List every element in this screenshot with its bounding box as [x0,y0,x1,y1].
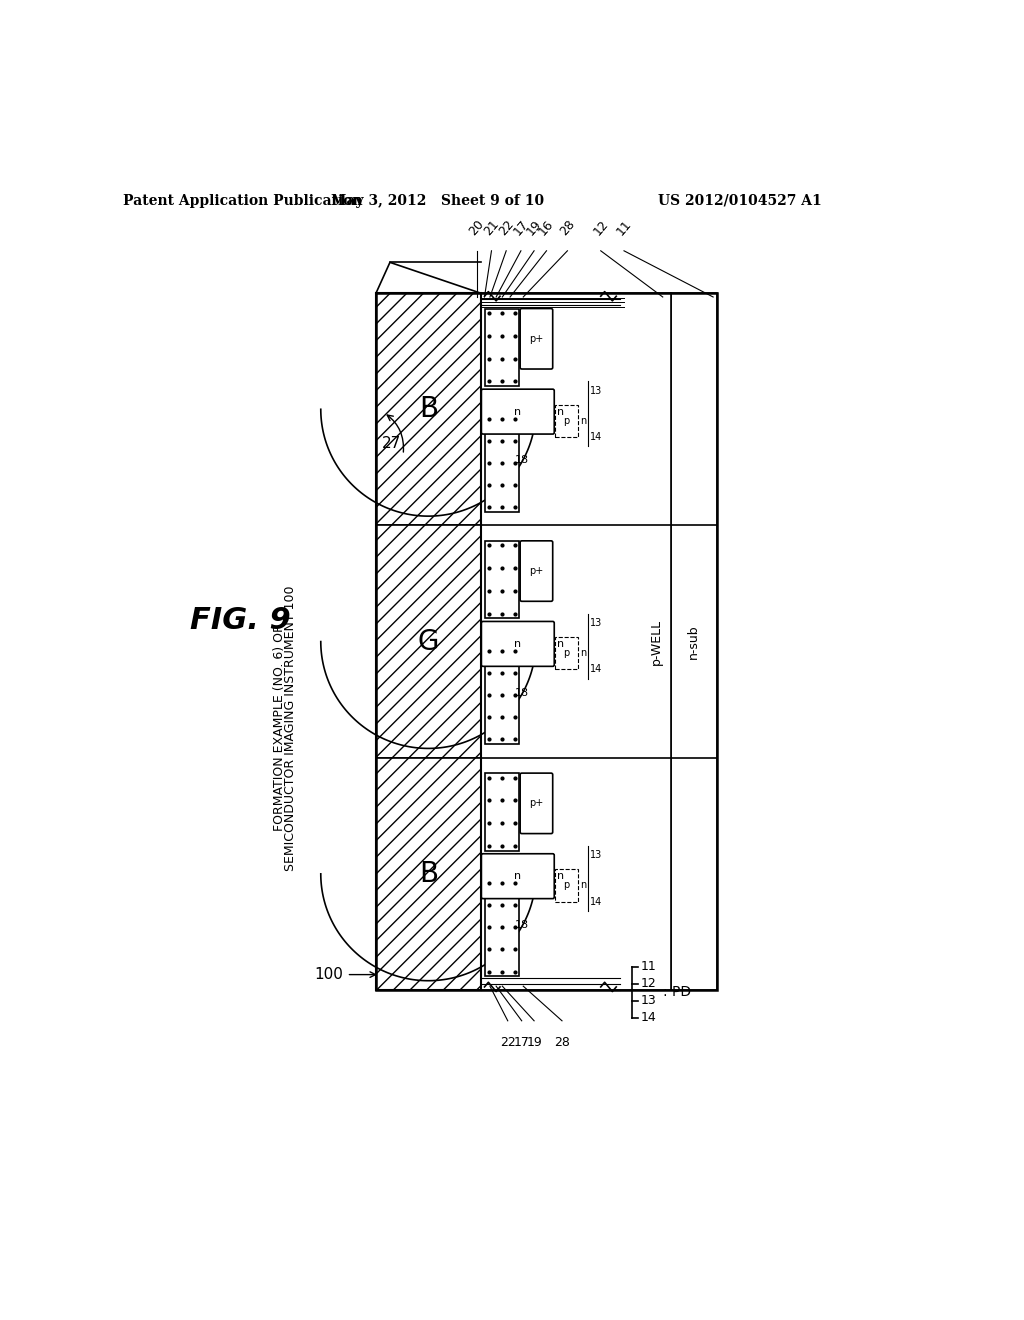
Text: 14: 14 [590,432,602,442]
Bar [484,414,519,512]
Text: FORMATION EXAMPLE (NO. 6) OF: FORMATION EXAMPLE (NO. 6) OF [272,626,286,832]
Text: 13: 13 [590,850,602,861]
Bar [484,541,519,618]
Bar [484,647,519,744]
Text: 19: 19 [526,1036,542,1049]
Text: n: n [557,407,563,417]
Bar [480,293,671,990]
Text: 28: 28 [557,218,578,238]
Text: p: p [563,880,569,891]
Text: 21: 21 [481,218,502,238]
Text: 14: 14 [641,1011,656,1024]
Text: 14: 14 [590,896,602,907]
Text: 27: 27 [382,436,401,451]
Text: n: n [514,407,521,417]
Text: 11: 11 [641,961,656,973]
FancyBboxPatch shape [520,774,553,834]
Text: n: n [557,871,563,882]
Bar [484,309,519,385]
Bar [376,758,480,990]
FancyBboxPatch shape [481,622,554,667]
Text: p: p [563,648,569,659]
Text: 22: 22 [497,218,516,238]
FancyBboxPatch shape [520,309,553,370]
Text: p: p [563,416,569,426]
Text: 18: 18 [515,455,528,466]
Bar [555,405,579,437]
Text: US 2012/0104527 A1: US 2012/0104527 A1 [658,194,822,207]
Text: 13: 13 [641,994,656,1007]
Text: 13: 13 [590,385,602,396]
Bar [376,293,480,525]
FancyBboxPatch shape [481,389,554,434]
Text: 13: 13 [590,618,602,628]
Text: FIG. 9: FIG. 9 [190,606,291,635]
Text: p-WELL: p-WELL [650,619,664,665]
Text: 16: 16 [537,218,556,238]
Bar [671,293,717,990]
Bar [376,293,717,990]
Text: 17: 17 [514,1036,529,1049]
Text: n: n [514,639,521,649]
Text: p+: p+ [529,566,544,576]
Text: 18: 18 [515,688,528,698]
Text: 22: 22 [500,1036,516,1049]
Bar [484,774,519,850]
Text: 100: 100 [314,968,343,982]
Text: n: n [514,871,521,882]
Text: 12: 12 [641,977,656,990]
Text: G: G [418,627,439,656]
Text: 28: 28 [554,1036,570,1049]
Bar [376,525,480,758]
Text: n-sub: n-sub [687,624,700,659]
Bar [484,879,519,977]
Text: 14: 14 [590,664,602,675]
Text: 20: 20 [467,218,486,238]
Text: 11: 11 [614,218,634,238]
Bar [555,638,579,669]
Text: n: n [581,648,587,659]
Text: 12: 12 [591,218,610,238]
Text: n: n [581,416,587,426]
Text: 18: 18 [515,920,528,931]
Bar [376,293,480,990]
Text: p+: p+ [529,799,544,808]
Bar [555,869,579,902]
Text: p+: p+ [529,334,544,343]
Text: B: B [419,395,438,424]
Text: 17: 17 [511,218,531,238]
Text: B: B [419,859,438,888]
Text: : PD: : PD [663,985,691,999]
Text: n: n [557,639,563,649]
Text: May 3, 2012   Sheet 9 of 10: May 3, 2012 Sheet 9 of 10 [332,194,545,207]
Text: Patent Application Publication: Patent Application Publication [123,194,362,207]
Text: 19: 19 [524,218,544,238]
Text: SEMICONDUCTOR IMAGING INSTRUMENT 100: SEMICONDUCTOR IMAGING INSTRUMENT 100 [285,586,297,871]
FancyBboxPatch shape [520,541,553,602]
FancyBboxPatch shape [481,854,554,899]
Text: n: n [581,880,587,891]
